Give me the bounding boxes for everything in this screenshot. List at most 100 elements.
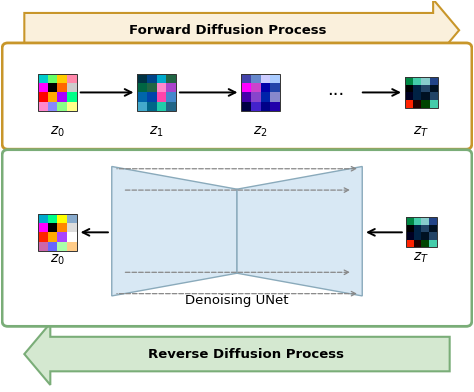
Bar (406, 218, 414, 225)
Bar (57, 214, 67, 223)
Bar (421, 225, 429, 232)
Polygon shape (24, 323, 450, 385)
Bar (67, 74, 77, 83)
Bar (270, 74, 280, 83)
Bar (38, 223, 48, 232)
Text: $z_T$: $z_T$ (413, 124, 429, 139)
Text: Forward Diffusion Process: Forward Diffusion Process (129, 24, 326, 37)
Bar (57, 232, 67, 241)
Bar (48, 102, 57, 111)
Bar (414, 240, 421, 247)
Bar (166, 74, 176, 83)
Text: $z_T$: $z_T$ (413, 250, 429, 265)
Bar (405, 85, 413, 93)
Bar (270, 102, 280, 111)
Bar (421, 218, 429, 225)
Bar (421, 100, 429, 108)
Bar (137, 74, 147, 83)
Text: $z_1$: $z_1$ (149, 124, 164, 139)
Bar (241, 74, 251, 83)
Bar (156, 83, 166, 93)
Bar (421, 93, 429, 100)
Text: Denoising UNet: Denoising UNet (185, 294, 289, 307)
Bar (166, 102, 176, 111)
Bar (429, 240, 437, 247)
Bar (67, 223, 77, 232)
Bar (67, 102, 77, 111)
Bar (48, 74, 57, 83)
Bar (48, 83, 57, 93)
Bar (137, 93, 147, 102)
Bar (406, 225, 414, 232)
Bar (137, 74, 176, 111)
Bar (57, 93, 67, 102)
Bar (48, 214, 57, 223)
Bar (38, 232, 48, 241)
Bar (38, 214, 48, 223)
Bar (413, 85, 421, 93)
Bar (147, 102, 156, 111)
Bar (38, 93, 48, 102)
Text: $z_2$: $z_2$ (254, 124, 268, 139)
Bar (156, 93, 166, 102)
Bar (38, 241, 48, 251)
Bar (57, 102, 67, 111)
Polygon shape (112, 167, 237, 296)
Bar (429, 100, 438, 108)
Bar (414, 225, 421, 232)
Bar (156, 74, 166, 83)
Bar (251, 83, 261, 93)
Bar (38, 74, 77, 111)
Bar (48, 232, 57, 241)
Bar (38, 83, 48, 93)
Bar (270, 83, 280, 93)
Bar (147, 74, 156, 83)
Bar (429, 93, 438, 100)
FancyBboxPatch shape (2, 150, 472, 327)
Bar (405, 100, 413, 108)
Bar (67, 83, 77, 93)
Bar (57, 83, 67, 93)
Bar (67, 241, 77, 251)
Text: Reverse Diffusion Process: Reverse Diffusion Process (148, 348, 345, 361)
Polygon shape (237, 167, 362, 296)
Bar (241, 83, 251, 93)
Bar (429, 225, 437, 232)
Bar (261, 93, 270, 102)
Bar (38, 214, 77, 251)
Polygon shape (24, 0, 459, 61)
Bar (429, 76, 438, 85)
Bar (57, 241, 67, 251)
Bar (38, 102, 48, 111)
Bar (413, 93, 421, 100)
Bar (421, 76, 429, 85)
Bar (406, 218, 437, 247)
Text: $z_0$: $z_0$ (50, 252, 65, 267)
Bar (429, 218, 437, 225)
Bar (251, 93, 261, 102)
Text: $z_0$: $z_0$ (50, 124, 65, 139)
Bar (413, 100, 421, 108)
Bar (251, 74, 261, 83)
Bar (57, 223, 67, 232)
Bar (57, 74, 67, 83)
Bar (241, 93, 251, 102)
Bar (48, 93, 57, 102)
Bar (413, 76, 421, 85)
Bar (405, 93, 413, 100)
FancyBboxPatch shape (2, 43, 472, 149)
Bar (421, 232, 429, 240)
Bar (429, 85, 438, 93)
Bar (67, 214, 77, 223)
Bar (241, 102, 251, 111)
Bar (405, 76, 413, 85)
Bar (67, 232, 77, 241)
Bar (241, 74, 280, 111)
Bar (414, 218, 421, 225)
Bar (48, 223, 57, 232)
Text: ...: ... (328, 81, 345, 99)
Bar (67, 93, 77, 102)
Bar (137, 102, 147, 111)
Bar (38, 74, 48, 83)
Bar (421, 240, 429, 247)
